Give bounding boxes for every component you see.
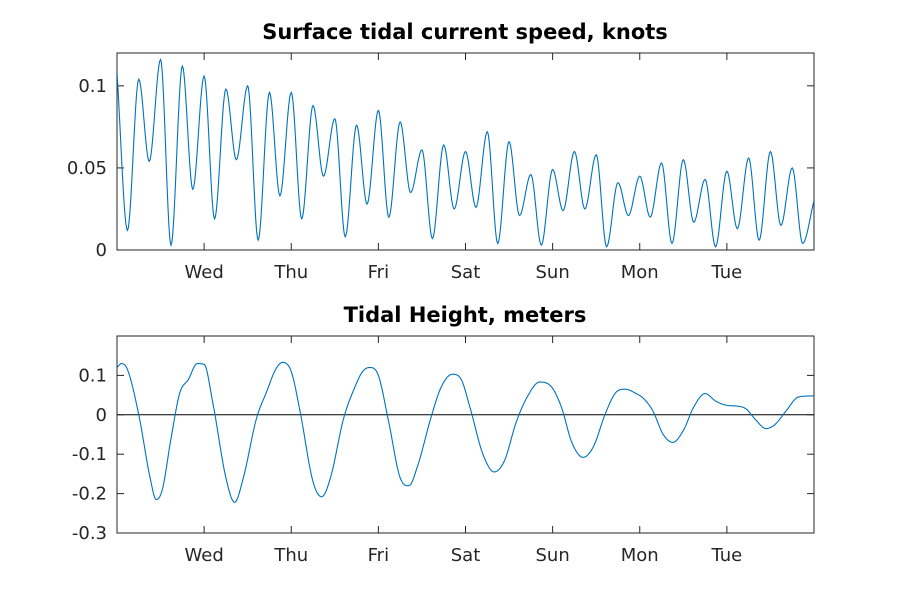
x-tick-label: Sat	[451, 262, 481, 283]
y-tick-label: 0.05	[67, 158, 107, 179]
x-tick-label: Wed	[185, 545, 224, 566]
x-tick-label: Tue	[711, 545, 743, 566]
x-tick-label: Sat	[451, 545, 481, 566]
x-tick-label: Mon	[621, 262, 659, 283]
tidal-height-chart: Tidal Height, meters -0.3 -0.2 -0.1 0 0.1 Wed…	[72, 303, 815, 566]
x-tick-label: Thu	[273, 545, 308, 566]
series-line	[117, 361, 814, 503]
x-tick-label: Sun	[536, 545, 570, 566]
x-tick-label: Fri	[368, 545, 389, 566]
x-tick-label: Thu	[273, 262, 308, 283]
y-tick-label: 0	[96, 405, 107, 426]
series-line	[117, 58, 814, 248]
x-tick-label: Wed	[185, 262, 224, 283]
current-speed-chart: Surface tidal current speed, knots 0 0.05…	[67, 20, 815, 283]
y-tick-label: 0	[96, 240, 107, 261]
chart-title: Surface tidal current speed, knots	[262, 20, 668, 44]
y-tick-label: 0.1	[78, 365, 107, 386]
plot-area	[116, 335, 815, 534]
x-tick-label: Tue	[711, 262, 743, 283]
y-tick-label: -0.3	[72, 523, 107, 544]
x-tick-label: Fri	[368, 262, 389, 283]
x-tick-label: Mon	[621, 545, 659, 566]
y-tick-label: 0.1	[78, 76, 107, 97]
x-tick-label: Sun	[536, 262, 570, 283]
y-tick-label: -0.1	[72, 444, 107, 465]
y-tick-label: -0.2	[72, 484, 107, 505]
chart-title: Tidal Height, meters	[344, 303, 587, 327]
